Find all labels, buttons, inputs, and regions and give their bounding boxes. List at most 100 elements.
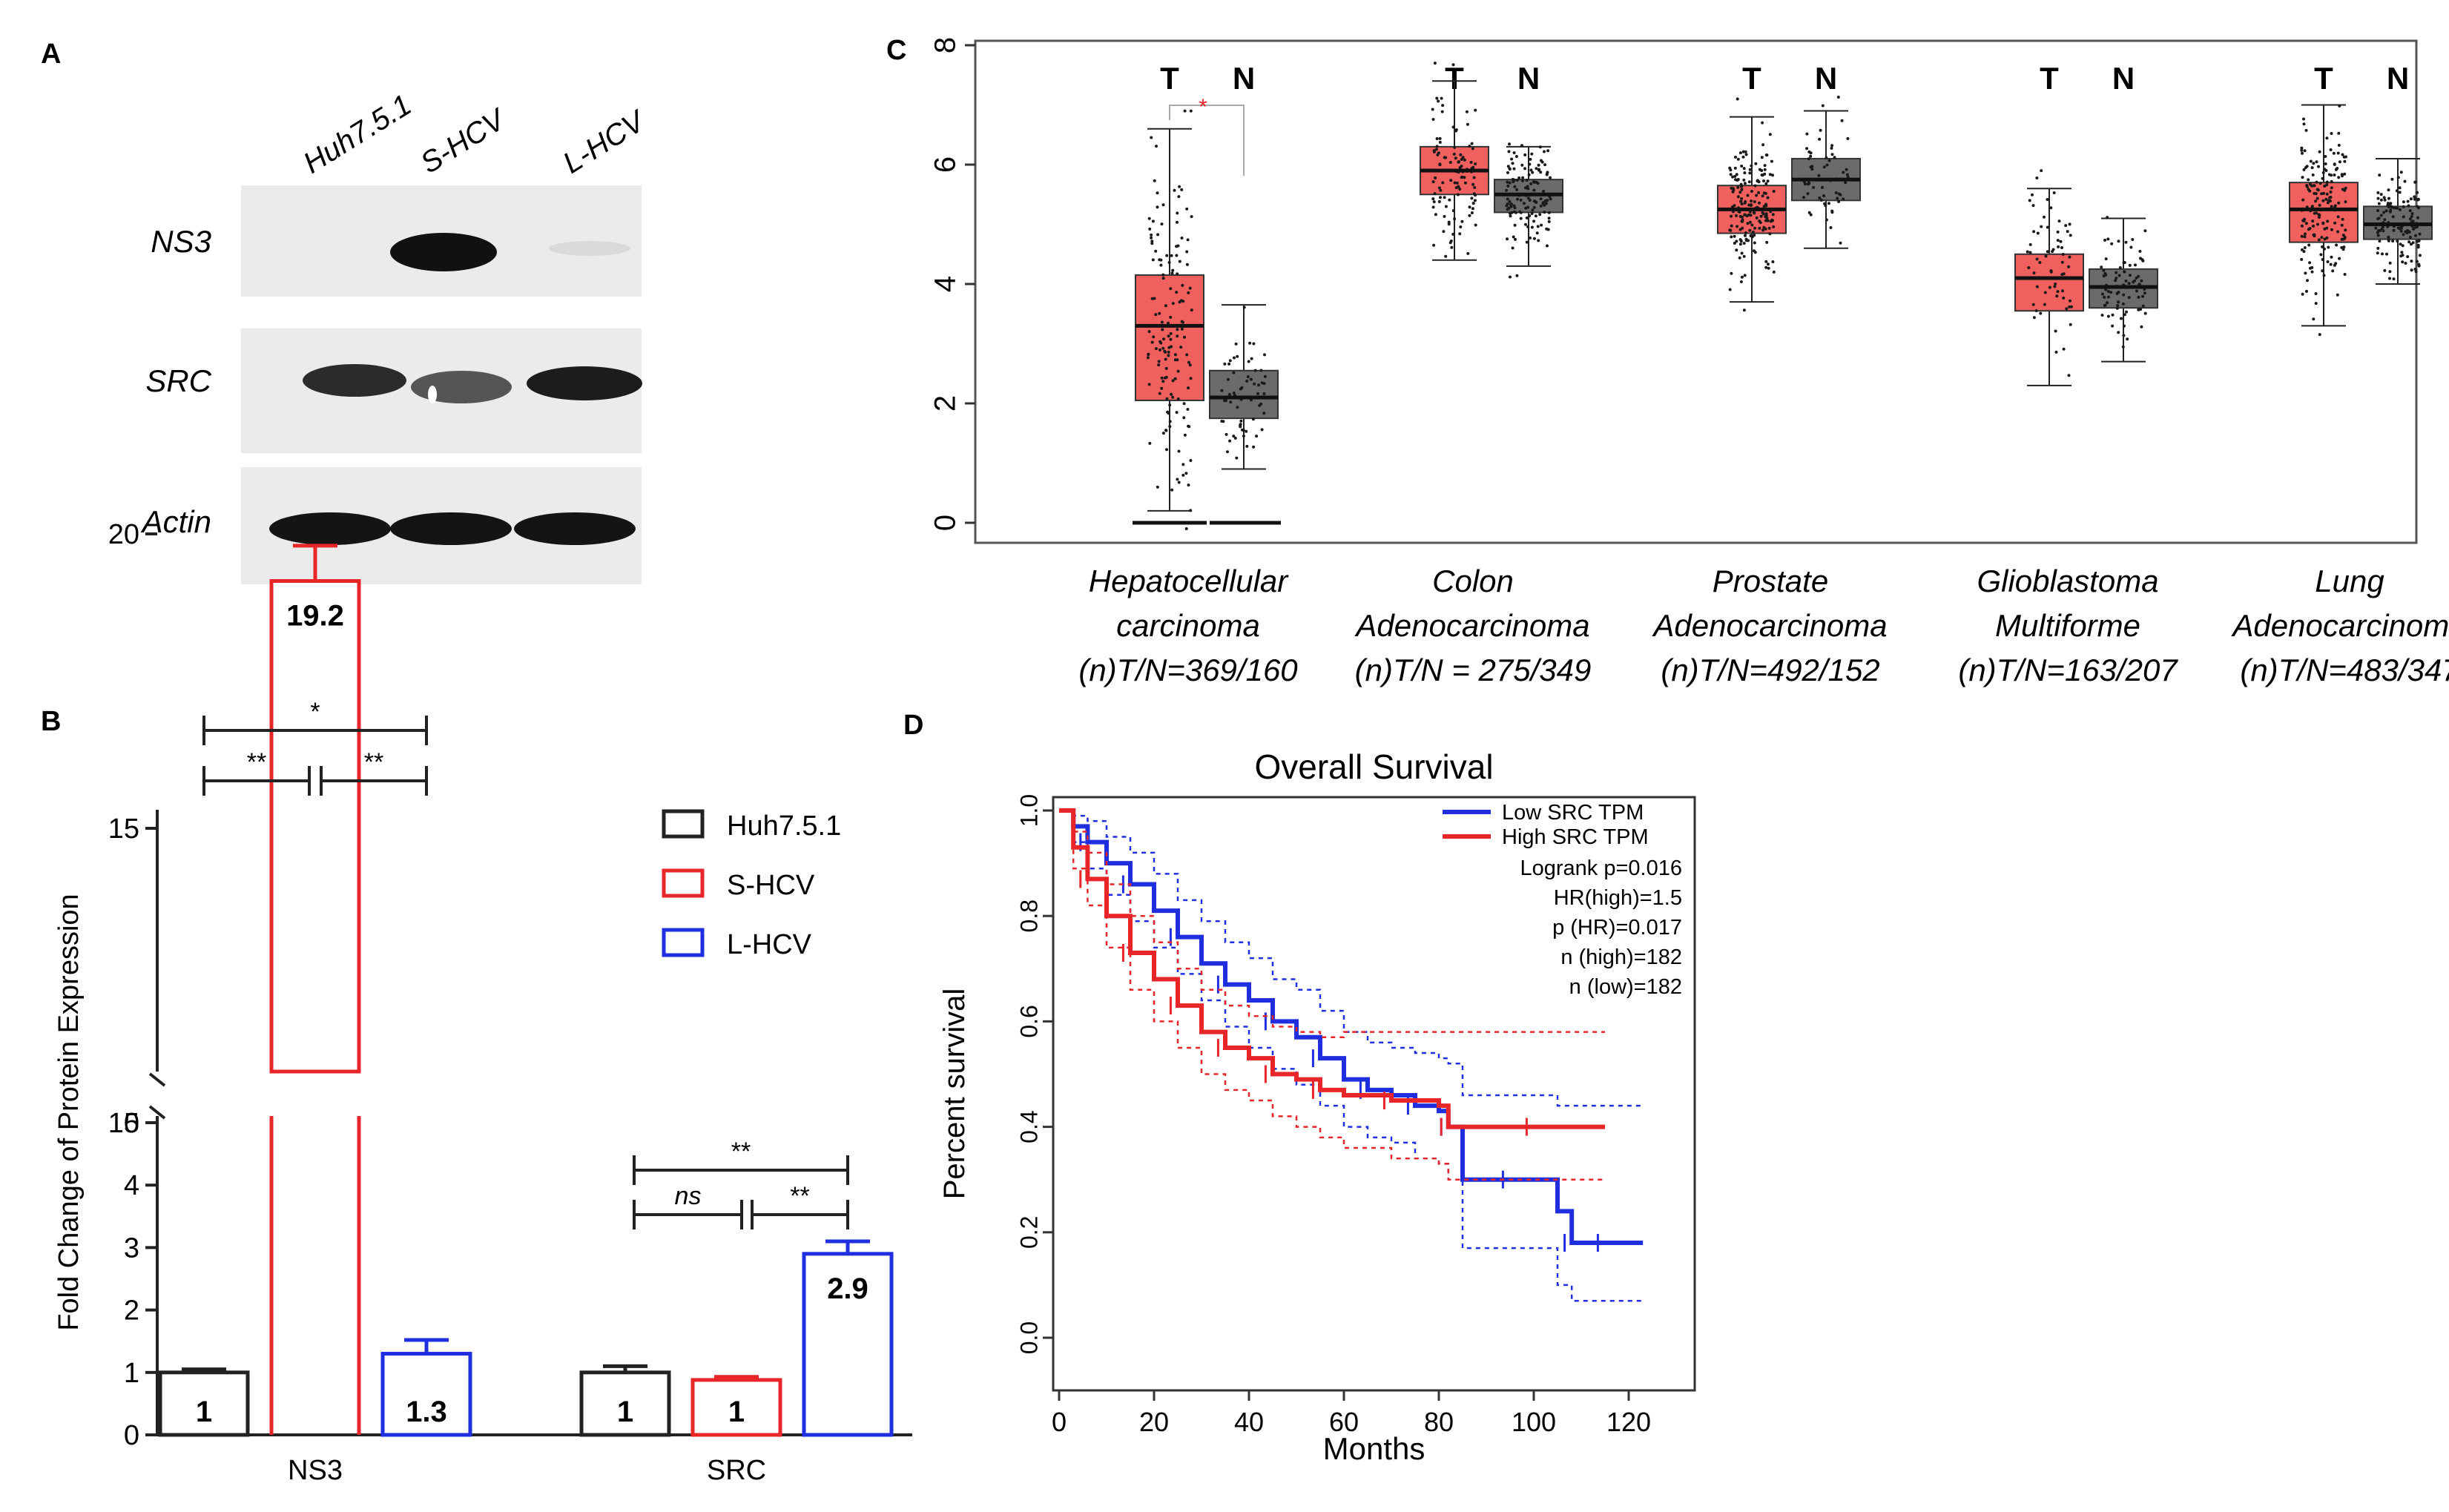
data-point bbox=[1546, 244, 1549, 248]
data-point bbox=[1240, 386, 1244, 389]
data-point bbox=[2315, 197, 2319, 200]
data-point bbox=[1736, 97, 1739, 101]
data-point bbox=[1833, 156, 1836, 159]
data-point bbox=[1506, 197, 1509, 201]
data-point bbox=[1250, 357, 1253, 360]
data-point bbox=[1452, 152, 1456, 156]
data-point bbox=[2032, 230, 2036, 234]
data-point bbox=[2137, 295, 2140, 299]
data-point bbox=[1825, 218, 1828, 222]
data-point bbox=[1753, 241, 1756, 245]
data-point bbox=[2324, 169, 2328, 172]
data-point bbox=[1164, 375, 1168, 379]
data-point bbox=[2410, 214, 2413, 218]
data-point bbox=[2141, 259, 2145, 263]
data-point bbox=[1529, 182, 1533, 185]
data-point bbox=[1175, 291, 1179, 294]
data-point bbox=[2330, 186, 2333, 190]
data-point bbox=[2317, 165, 2320, 168]
data-point bbox=[2061, 289, 2064, 293]
data-point bbox=[1761, 121, 1764, 125]
data-point bbox=[1168, 420, 1172, 423]
data-point bbox=[2301, 176, 2304, 179]
data-point bbox=[1836, 96, 1840, 99]
data-point bbox=[1168, 425, 1172, 429]
data-point bbox=[2319, 253, 2323, 257]
data-point bbox=[1530, 212, 1534, 215]
data-point bbox=[2043, 291, 2047, 294]
data-point bbox=[2135, 289, 2138, 293]
data-point bbox=[1764, 227, 1767, 231]
group-label: Adenocarcinoma bbox=[1354, 608, 1589, 643]
stat-annotation: HR(high)=1.5 bbox=[1554, 886, 1682, 910]
data-point bbox=[1220, 420, 1224, 423]
data-point bbox=[1746, 222, 1750, 225]
data-point bbox=[1547, 219, 1551, 223]
data-point bbox=[2056, 230, 2060, 234]
data-point bbox=[1547, 217, 1551, 220]
data-point bbox=[1732, 188, 1736, 192]
data-point bbox=[1470, 211, 1474, 214]
data-point bbox=[1742, 167, 1746, 171]
data-point bbox=[1155, 145, 1158, 148]
data-point bbox=[1164, 357, 1167, 361]
data-point bbox=[1435, 137, 1439, 140]
data-point bbox=[2392, 228, 2396, 232]
data-point bbox=[1546, 228, 1550, 231]
data-point bbox=[1740, 215, 1744, 219]
data-point bbox=[2121, 345, 2125, 349]
data-point bbox=[1546, 149, 1550, 153]
data-point bbox=[2322, 274, 2326, 277]
box-T bbox=[1135, 274, 1204, 401]
data-point bbox=[2066, 230, 2069, 234]
group-header-N: N bbox=[2112, 61, 2135, 96]
data-point bbox=[1758, 219, 1761, 223]
data-point bbox=[1449, 179, 1453, 182]
data-point bbox=[1434, 176, 1437, 179]
data-point bbox=[2383, 268, 2387, 272]
data-point bbox=[1453, 181, 1457, 185]
data-point bbox=[1245, 379, 1249, 383]
stat-annotation: n (high)=182 bbox=[1560, 945, 1682, 969]
data-point bbox=[2035, 257, 2039, 261]
data-point bbox=[2341, 217, 2344, 221]
data-point bbox=[2318, 214, 2321, 217]
data-point bbox=[1837, 192, 1841, 196]
data-point bbox=[2408, 209, 2412, 213]
data-point bbox=[1188, 286, 1192, 290]
data-point bbox=[1432, 200, 1436, 204]
data-point bbox=[2100, 314, 2104, 317]
data-point bbox=[2303, 246, 2307, 249]
box-T bbox=[2014, 253, 2084, 312]
data-point bbox=[1544, 202, 1548, 205]
significance-label: ** bbox=[364, 748, 383, 776]
data-point bbox=[2333, 204, 2337, 208]
data-point bbox=[1742, 178, 1746, 182]
data-point bbox=[2387, 188, 2390, 192]
data-point bbox=[1451, 232, 1455, 236]
data-point bbox=[2321, 221, 2325, 225]
data-point bbox=[1185, 353, 1189, 357]
data-point bbox=[2103, 238, 2107, 242]
data-point bbox=[2121, 302, 2125, 306]
data-point bbox=[1829, 226, 1833, 229]
data-point bbox=[1742, 308, 1746, 312]
data-point bbox=[2304, 128, 2308, 132]
data-point bbox=[1259, 369, 1263, 372]
panel-d-survival-plot: D Overall Survival 0 20 40 60 80 100 120 0.0 0.2 0… bbox=[903, 710, 1696, 1466]
data-point bbox=[1434, 148, 1438, 151]
data-point bbox=[2124, 279, 2128, 283]
data-point bbox=[1233, 356, 1236, 360]
group-label: (n)T/N=163/207 bbox=[1958, 653, 2178, 687]
data-point bbox=[1546, 199, 1549, 202]
data-point bbox=[2383, 198, 2387, 202]
data-point bbox=[1233, 436, 1237, 440]
data-point bbox=[1437, 186, 1441, 190]
data-point bbox=[1806, 192, 1810, 196]
data-point bbox=[1772, 270, 1776, 274]
data-point bbox=[1749, 214, 1753, 217]
data-point bbox=[1506, 180, 1509, 184]
data-point bbox=[2325, 180, 2329, 184]
y-tick-label: 1 bbox=[124, 1358, 139, 1389]
data-point bbox=[2036, 231, 2040, 235]
